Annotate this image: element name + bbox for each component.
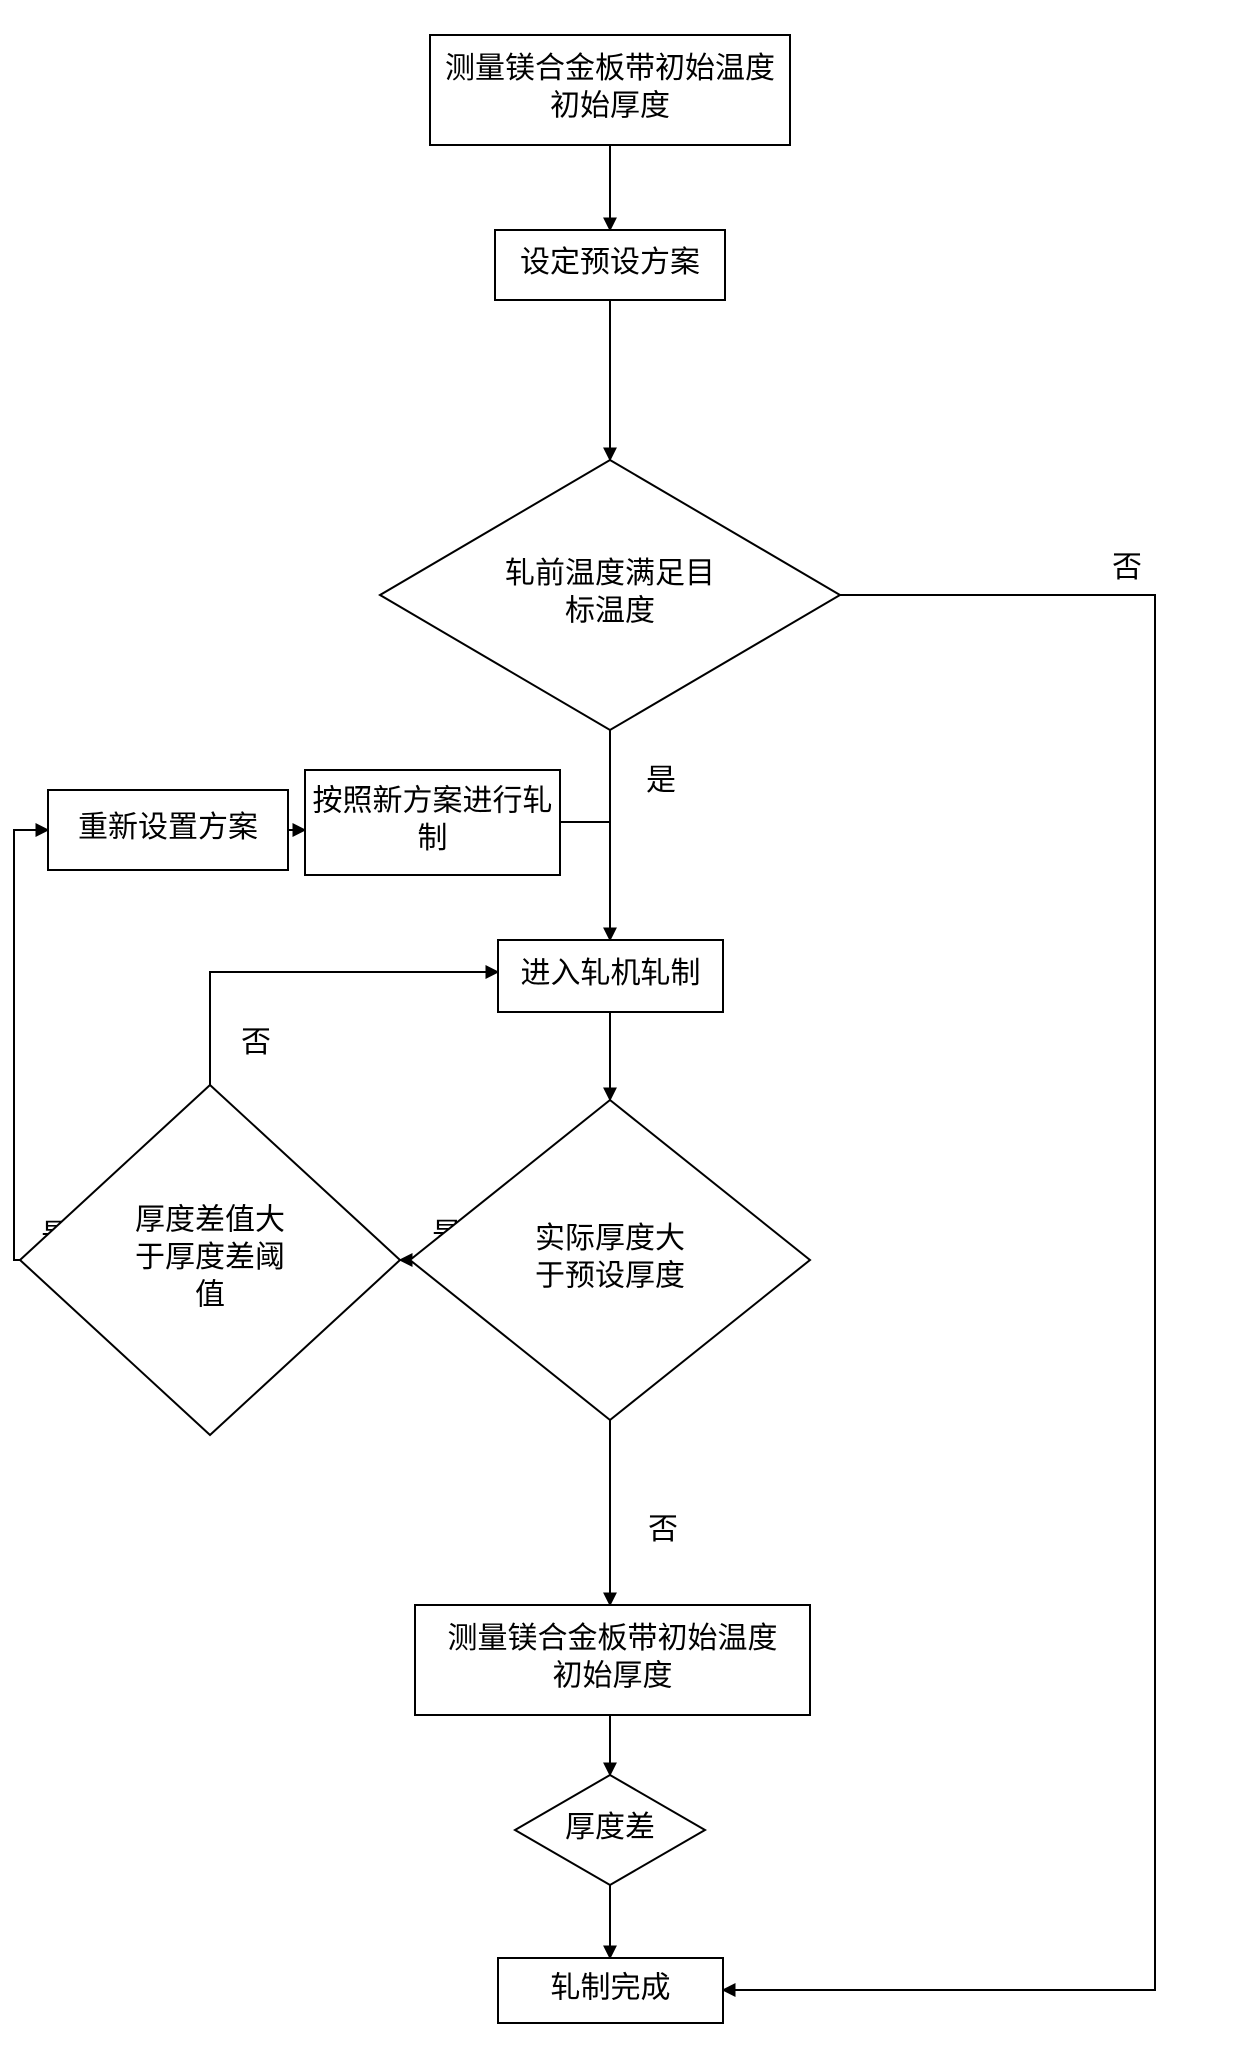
node-n9: 测量镁合金板带初始温度初始厚度 bbox=[415, 1605, 810, 1715]
edge-e4 bbox=[723, 595, 1155, 1990]
node-n1-line-1: 初始厚度 bbox=[550, 90, 670, 123]
node-n10: 厚度差 bbox=[515, 1775, 705, 1885]
node-n3: 轧前温度满足目标温度 bbox=[380, 460, 840, 730]
edge-label-e3: 是 bbox=[646, 764, 676, 797]
node-n11: 轧制完成 bbox=[498, 1958, 723, 2023]
node-n7-line-1: 于预设厚度 bbox=[535, 1260, 685, 1293]
node-n3-line-0: 轧前温度满足目 bbox=[505, 557, 715, 590]
node-n4-line-0: 重新设置方案 bbox=[78, 811, 258, 844]
edge-label-e4: 否 bbox=[1112, 551, 1142, 584]
node-n1-line-0: 测量镁合金板带初始温度 bbox=[445, 52, 775, 85]
node-n5-line-0: 按照新方案进行轧 bbox=[313, 785, 553, 818]
node-n3-line-1: 标温度 bbox=[565, 595, 655, 628]
node-n4: 重新设置方案 bbox=[48, 790, 288, 870]
node-n7-line-0: 实际厚度大 bbox=[535, 1222, 685, 1255]
node-n1: 测量镁合金板带初始温度初始厚度 bbox=[430, 35, 790, 145]
node-n8-line-0: 厚度差值大 bbox=[135, 1203, 285, 1236]
node-n9-line-0: 测量镁合金板带初始温度 bbox=[448, 1622, 778, 1655]
node-n6-line-0: 进入轧机轧制 bbox=[521, 957, 701, 990]
node-n7: 实际厚度大于预设厚度 bbox=[410, 1100, 810, 1420]
node-n10-line-0: 厚度差 bbox=[565, 1811, 655, 1844]
node-n5-line-1: 制 bbox=[418, 822, 448, 855]
node-n9-line-1: 初始厚度 bbox=[553, 1660, 673, 1693]
node-n6: 进入轧机轧制 bbox=[498, 940, 723, 1012]
node-n8-line-1: 于厚度差阈 bbox=[135, 1241, 285, 1274]
node-n2: 设定预设方案 bbox=[495, 230, 725, 300]
edge-label-e8: 否 bbox=[648, 1513, 678, 1546]
edge-e11 bbox=[14, 830, 48, 1260]
edge-label-e10: 否 bbox=[241, 1026, 271, 1059]
node-n8: 厚度差值大于厚度差阈值 bbox=[20, 1085, 400, 1435]
node-n11-line-0: 轧制完成 bbox=[551, 1971, 671, 2004]
node-n5: 按照新方案进行轧制 bbox=[305, 770, 560, 875]
node-n8-line-2: 值 bbox=[195, 1278, 225, 1311]
node-n2-line-0: 设定预设方案 bbox=[520, 246, 700, 279]
